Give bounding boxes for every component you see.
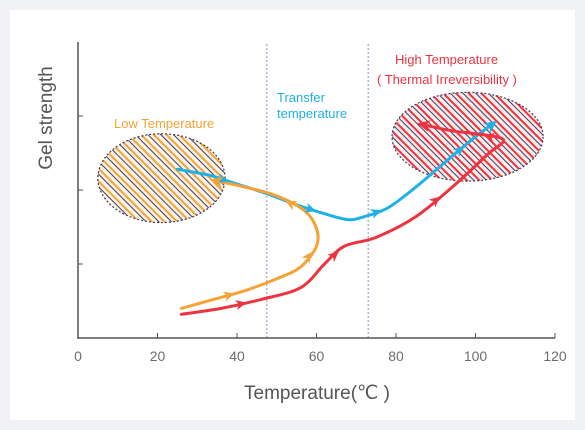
high-temperature-label: High Temperature: [395, 52, 498, 67]
high-series-line: [179, 123, 506, 316]
transfer-direction-arrow-4: [452, 146, 465, 158]
high-direction-arrow-2: [327, 251, 339, 263]
x-tick-label-20: 20: [150, 348, 166, 364]
high-direction-arrow-1: [235, 300, 247, 310]
x-tick-label-120: 120: [543, 348, 567, 364]
low-end-arrow: [210, 176, 225, 189]
thermal-irreversibility-label: ( Thermal Irreversibility ): [377, 72, 517, 87]
low-direction-arrow-1: [222, 291, 235, 302]
transfer-direction-arrow-2: [304, 202, 317, 213]
transfer-direction-arrow-3: [369, 209, 382, 219]
transfer-temperature-label-line1: Transfer: [277, 90, 326, 105]
high-direction-arrow-3: [428, 196, 441, 208]
high-direction-arrow-4: [483, 132, 496, 143]
low-direction-arrow-3: [285, 200, 298, 211]
transfer-temperature-label-line2: temperature: [277, 106, 347, 121]
low-temperature-label: Low Temperature: [114, 116, 214, 131]
chart-card: 0 20 40 60 80 100 120 Low Temperature Transfer…: [10, 10, 575, 420]
x-tick-label-0: 0: [74, 348, 82, 364]
high-end-arrow: [416, 120, 431, 132]
low-temperature-region: [97, 133, 226, 224]
x-axis-title: Temperature(℃ ): [244, 383, 390, 404]
x-tick-label-60: 60: [309, 348, 325, 364]
transfer-end-arrow: [483, 120, 498, 134]
x-tick-label-80: 80: [388, 348, 404, 364]
high-temperature-region: [391, 91, 544, 182]
x-tick-label-40: 40: [229, 348, 245, 364]
low-series-line: [179, 179, 320, 310]
low-direction-arrow-2: [301, 251, 313, 264]
x-tick-label-100: 100: [464, 348, 488, 364]
y-axis-title: Gel strength: [36, 66, 57, 170]
gel-strength-chart: 0 20 40 60 80 100 120 Low Temperature Transfer…: [36, 42, 567, 404]
